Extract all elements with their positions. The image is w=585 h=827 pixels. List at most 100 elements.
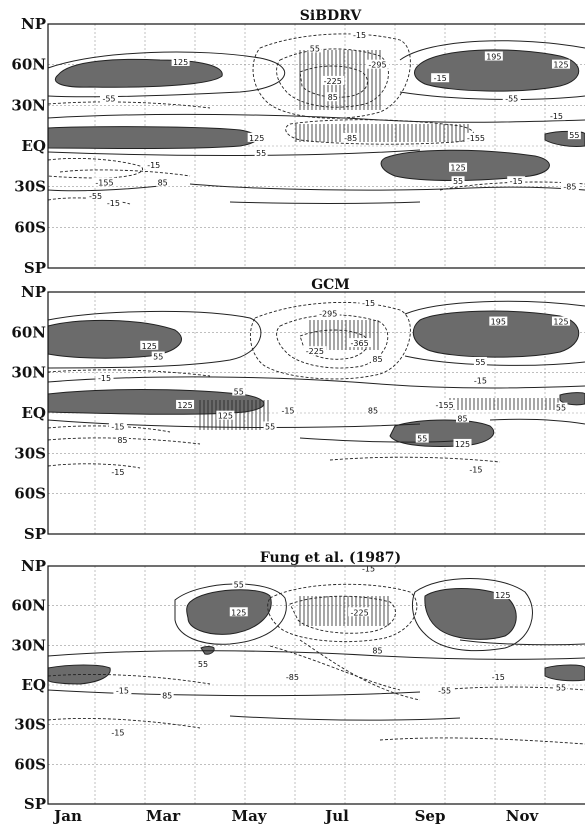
contour-value-label: 125 xyxy=(249,134,264,143)
contour-value-label: 85 xyxy=(158,179,168,188)
contour-value-label: 85 xyxy=(368,406,378,415)
contour-value-label: 125 xyxy=(553,318,568,327)
panel-title: Fung et al. (1987) xyxy=(260,550,401,566)
y-tick-label: EQ xyxy=(22,676,47,694)
contour-value-label: -15 xyxy=(434,74,447,83)
contour-value-label: -155 xyxy=(95,179,113,188)
contour-value-label: -15 xyxy=(281,406,294,415)
shaded-contour-region xyxy=(187,590,272,635)
contour-value-label: -15 xyxy=(492,673,505,682)
contour-value-label: -15 xyxy=(107,199,120,208)
contour-line-positive xyxy=(230,202,420,204)
contour-value-label: -15 xyxy=(353,31,366,40)
contour-line-negative xyxy=(48,718,200,728)
contour-value-label: 55 xyxy=(310,44,320,53)
contour-value-label: -295 xyxy=(368,61,386,70)
shaded-contour-region xyxy=(48,390,264,415)
y-tick-label: NP xyxy=(21,557,46,575)
x-tick-label: Jan xyxy=(52,807,82,825)
contour-value-label: 55 xyxy=(453,177,463,186)
contour-value-label: 85 xyxy=(372,355,382,364)
contour-line-negative xyxy=(48,102,210,108)
contour-value-label: 55 xyxy=(569,131,579,140)
y-tick-label: EQ xyxy=(22,137,47,155)
y-tick-label: 60S xyxy=(14,485,46,503)
panel-title: SiBDRV xyxy=(300,8,363,24)
x-tick-label: Sep xyxy=(415,807,446,825)
contour-value-label: -85 xyxy=(286,673,299,682)
contour-line-positive xyxy=(48,150,420,156)
y-tick-label: 60N xyxy=(11,597,46,615)
contour-value-label: 125 xyxy=(553,61,568,70)
contour-value-label: -225 xyxy=(324,77,342,86)
y-tick-label: 60S xyxy=(14,755,46,773)
contour-value-label: 125 xyxy=(455,440,470,449)
contour-value-label: -15 xyxy=(116,686,129,695)
x-tick-label: Jul xyxy=(323,807,349,825)
contour-value-label: 55 xyxy=(475,358,485,367)
y-tick-label: 30S xyxy=(14,716,46,734)
y-tick-label: SP xyxy=(24,259,46,277)
y-tick-label: 30S xyxy=(14,178,46,196)
contour-value-label: -15 xyxy=(147,161,160,170)
contour-value-label: -55 xyxy=(438,686,451,695)
contour-line-positive xyxy=(48,651,585,660)
contour-line-positive xyxy=(400,92,585,99)
contour-value-label: 125 xyxy=(450,164,465,173)
y-tick-label: 60N xyxy=(11,56,46,74)
panel-title: GCM xyxy=(311,277,350,293)
shaded-contour-region xyxy=(55,59,222,87)
contour-value-label: -225 xyxy=(351,608,369,617)
y-tick-label: 30S xyxy=(14,444,46,462)
contour-value-label: 55 xyxy=(256,149,266,158)
y-tick-label: 30N xyxy=(11,364,46,382)
contour-value-label: -85 xyxy=(344,134,357,143)
contour-value-label: -155 xyxy=(467,134,485,143)
contour-line-positive xyxy=(460,640,585,645)
contour-value-label: -15 xyxy=(510,177,523,186)
contour-value-label: -55 xyxy=(505,95,518,104)
y-tick-label: SP xyxy=(24,795,46,813)
y-tick-label: NP xyxy=(21,15,46,33)
contour-value-label: -15 xyxy=(550,112,563,121)
shaded-contour-region xyxy=(48,127,257,149)
x-tick-label: Nov xyxy=(506,807,540,825)
chart-panel-1: SiBDRV 55 -15 125 195 125 -295 -225 -55 85 -55 -15 1… xyxy=(11,8,585,277)
y-tick-label: SP xyxy=(24,525,46,543)
x-tick-label: Mar xyxy=(146,807,181,825)
contour-value-label: 85 xyxy=(457,414,467,423)
contour-value-label: 195 xyxy=(486,53,501,62)
contour-line-positive xyxy=(48,690,420,696)
y-tick-label: 30N xyxy=(11,636,46,654)
y-tick-label: 60N xyxy=(11,323,46,341)
contour-value-label: -15 xyxy=(469,465,482,474)
contour-value-label: 85 xyxy=(117,436,127,445)
y-tick-label: 60S xyxy=(14,218,46,236)
contour-line-negative xyxy=(330,457,500,462)
y-tick-label: NP xyxy=(21,283,46,301)
contour-line-negative xyxy=(48,158,143,178)
y-tick-label: EQ xyxy=(22,404,47,422)
contour-value-label: -225 xyxy=(306,347,324,356)
contour-value-label: 125 xyxy=(218,412,233,421)
contour-value-label: 55 xyxy=(153,353,163,362)
contour-value-label: 55 xyxy=(265,422,275,431)
contour-value-label: 55 xyxy=(417,435,427,444)
contour-value-label: 125 xyxy=(173,58,188,67)
contour-value-label: -295 xyxy=(319,310,337,319)
chart-panel-2: GCM -15 -295 195 125 125 -365 -225 55 85 55 -15 -15 5… xyxy=(11,277,585,543)
contour-value-label: -365 xyxy=(351,339,369,348)
contour-value-label: -85 xyxy=(563,183,576,192)
shaded-contour-region xyxy=(545,665,585,681)
contour-value-label: 195 xyxy=(491,318,506,327)
contour-line-negative xyxy=(300,640,420,700)
contour-value-label: 125 xyxy=(231,608,246,617)
contour-value-label: 55 xyxy=(198,660,208,669)
contour-value-label: -15 xyxy=(474,377,487,386)
contour-value-label: -15 xyxy=(98,374,111,383)
y-tick-label: 30N xyxy=(11,96,46,114)
contour-value-label: 55 xyxy=(234,581,244,590)
contour-value-label: 85 xyxy=(372,647,382,656)
x-tick-label: May xyxy=(231,807,267,825)
